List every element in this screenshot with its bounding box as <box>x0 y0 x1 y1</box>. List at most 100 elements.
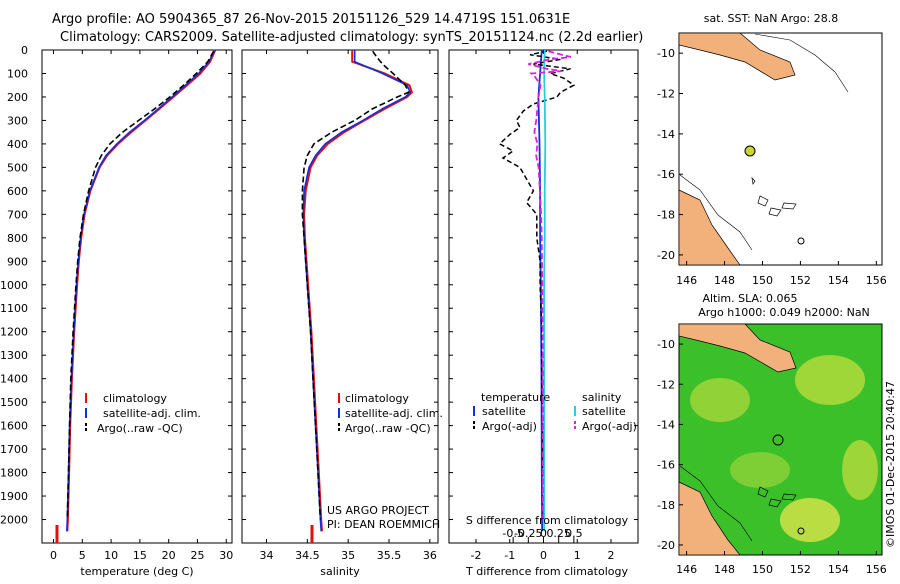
difference-profile-plot: -2 -1 0 1 2-0.5-0.250 0.250.5 <box>471 49 615 562</box>
watermark: ©IMOS 01-Dec-2015 20:40:47 <box>884 381 897 548</box>
depth-tick-label: 700 <box>7 208 28 221</box>
sal-series-climatology <box>303 50 414 532</box>
x-tick-label: 36 <box>423 549 437 562</box>
diff-legend-temperature-title: temperature <box>481 391 550 404</box>
sst-map <box>678 32 883 266</box>
lon-tick-label: 146 <box>676 274 697 287</box>
x-tick-label: 0 <box>50 549 57 562</box>
x-tick-label: 15 <box>133 549 147 562</box>
depth-tick-label: 900 <box>7 255 28 268</box>
sst-map-new-guinea <box>678 32 796 81</box>
diff-series-t-satellite <box>537 49 543 532</box>
lat-tick-label: -12 <box>657 378 675 391</box>
sla-map-ticks: 146 148 150 152 154 156 -10 -12 -14 -16 -18 -20 <box>657 338 887 576</box>
sst-map-ticks: 146 148 150 152 154 156 -10 -12 -14 -16 -18 -20 <box>657 47 887 287</box>
lat-tick-label: -12 <box>657 88 675 101</box>
x-tick-label: 34 <box>260 549 274 562</box>
s-tick-label: -0.5 <box>502 527 523 540</box>
sla-map-australia <box>678 481 741 556</box>
s-tick-label: -0.25 <box>514 527 542 540</box>
sla-map-title-1: Altim. SLA: 0.065 <box>702 292 797 305</box>
diff-legend-t-argo: Argo(-adj) <box>482 420 537 433</box>
x-tick-label: 1 <box>574 549 581 562</box>
lat-tick-label: -14 <box>657 128 675 141</box>
lon-tick-label: 150 <box>752 563 773 576</box>
depth-tick-label: 500 <box>7 161 28 174</box>
credit-pi: PI: DEAN ROEMMICH <box>327 518 440 531</box>
diff-legend-salinity-title: salinity <box>582 391 622 404</box>
depth-tick-label: 1400 <box>0 373 28 386</box>
depth-tick-label: 2000 <box>0 514 28 527</box>
s-tick-label: 0 <box>540 527 547 540</box>
diff-legend-t-sat: satellite <box>482 405 526 418</box>
lon-tick-label: 148 <box>714 563 735 576</box>
lon-tick-label: 154 <box>828 563 849 576</box>
lon-tick-label: 146 <box>676 563 697 576</box>
temp-series-argo <box>66 50 215 520</box>
sst-map-isobath-north <box>754 33 849 93</box>
temp-legend-argo: Argo(..raw -QC) <box>97 422 183 435</box>
lon-tick-label: 152 <box>790 274 811 287</box>
lat-tick-label: -18 <box>657 209 675 222</box>
depth-tick-label: 0 <box>21 44 28 57</box>
diff-series-s-argo <box>528 50 572 520</box>
sal-plot-frame <box>241 49 439 544</box>
diff-xlabel: T difference from climatology <box>465 565 628 578</box>
sla-map-anomaly-a <box>690 378 750 422</box>
s-tick-label: 0.25 <box>546 527 571 540</box>
temp-xlabel: temperature (deg C) <box>80 565 193 578</box>
lat-tick-label: -20 <box>657 539 675 552</box>
sst-map-title: sat. SST: NaN Argo: 28.8 <box>704 12 838 25</box>
diff-x2label: S difference from climatology <box>466 514 629 527</box>
sst-map-float-marker <box>744 145 756 157</box>
temp-series-satellite <box>66 49 216 532</box>
sal-legend-argo: Argo(..raw -QC) <box>345 422 431 435</box>
credit-project: US ARGO PROJECT <box>327 504 429 517</box>
sla-map-anomaly-c <box>730 452 790 488</box>
depth-tick-label: 100 <box>7 67 28 80</box>
depth-axis: 0 100 200 300 400 500 600 700 800 900 1000 1100 1200… <box>0 44 638 527</box>
lat-tick-label: -10 <box>657 338 675 351</box>
diff-series-s-satellite <box>543 49 547 532</box>
sal-legend-climatology: climatology <box>345 392 409 405</box>
depth-tick-label: 300 <box>7 114 28 127</box>
lon-tick-label: 156 <box>866 563 887 576</box>
sst-map-reefs <box>751 176 797 217</box>
lat-tick-label: -10 <box>657 47 675 60</box>
sal-series-argo <box>301 50 410 520</box>
sla-map-float-track <box>797 527 805 535</box>
depth-tick-label: 1800 <box>0 467 28 480</box>
depth-tick-label: 1300 <box>0 349 28 362</box>
x-tick-label: 35 <box>341 549 355 562</box>
salinity-profile-plot: 34 34.5 35 35.5 36 <box>260 50 437 562</box>
sal-legend-satellite: satellite-adj. clim. <box>345 407 443 420</box>
lat-tick-label: -18 <box>657 499 675 512</box>
title-line-2: Climatology: CARS2009. Satellite-adjuste… <box>60 30 643 45</box>
x-tick-label: 35.5 <box>377 549 402 562</box>
temp-legend: climatology satellite-adj. clim. Argo(..… <box>85 392 201 435</box>
diff-legend: temperature salinity satellite Argo(-adj… <box>473 391 637 433</box>
temp-legend-climatology: climatology <box>103 392 167 405</box>
lat-tick-label: -20 <box>657 249 675 262</box>
sla-map-anomaly-b <box>795 355 865 405</box>
lon-tick-label: 150 <box>752 274 773 287</box>
diff-legend-s-sat: satellite <box>582 405 626 418</box>
temp-legend-satellite: satellite-adj. clim. <box>103 407 201 420</box>
depth-tick-label: 400 <box>7 138 28 151</box>
depth-tick-label: 1000 <box>0 279 28 292</box>
lat-tick-label: -14 <box>657 418 675 431</box>
x-tick-label: 5 <box>79 549 86 562</box>
depth-tick-label: 600 <box>7 185 28 198</box>
x-tick-label: 10 <box>104 549 118 562</box>
temp-plot-frame <box>41 49 233 544</box>
sla-map-float-marker <box>772 434 784 446</box>
s-tick-label: 0.5 <box>565 527 583 540</box>
x-tick-label: 25 <box>190 549 204 562</box>
sst-map-australia <box>678 189 741 266</box>
depth-tick-label: 1900 <box>0 490 28 503</box>
depth-tick-label: 1600 <box>0 420 28 433</box>
depth-tick-label: 1100 <box>0 302 28 315</box>
diff-legend-s-argo: Argo(-adj) <box>582 420 637 433</box>
sla-map-anomaly-e <box>842 440 878 500</box>
